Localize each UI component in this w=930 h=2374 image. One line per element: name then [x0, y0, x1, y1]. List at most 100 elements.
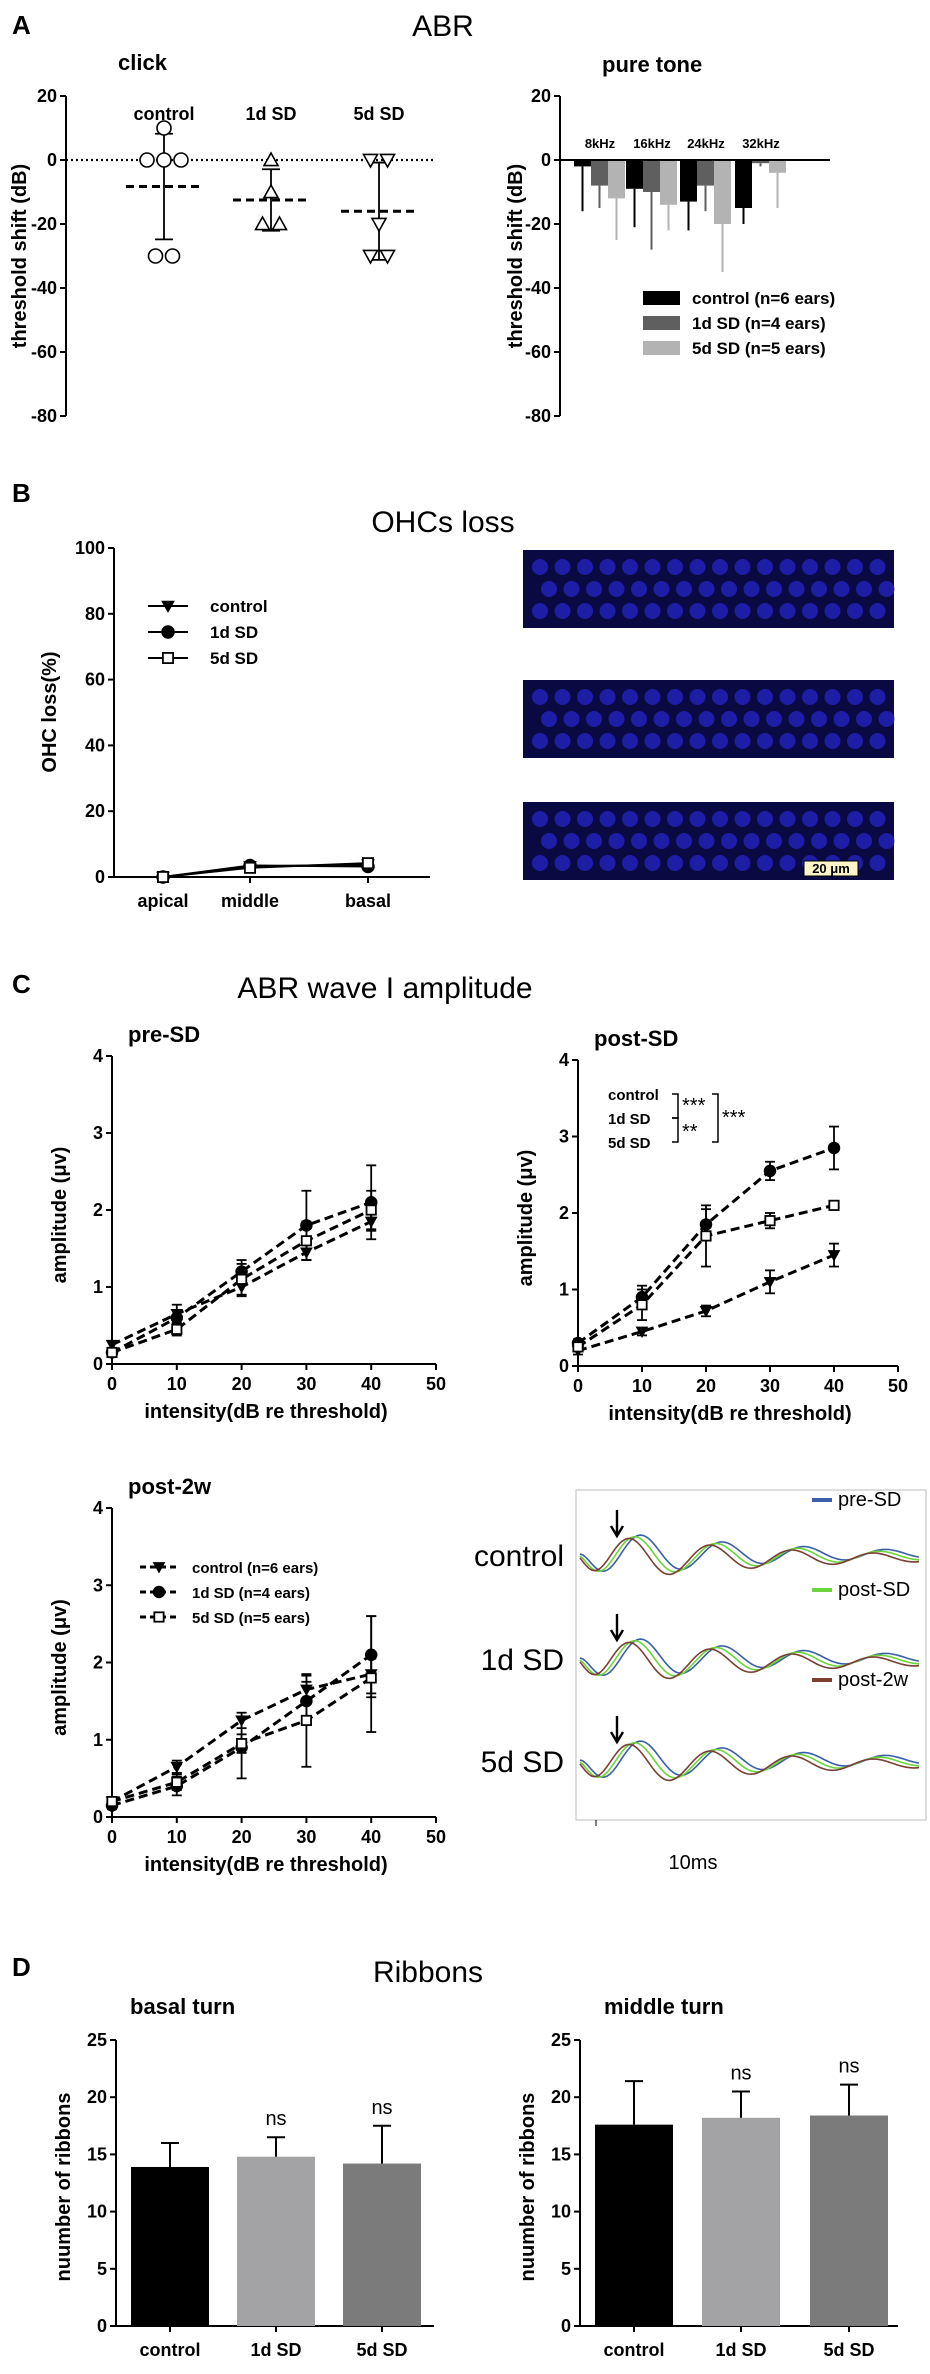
C-post-point: [636, 1299, 648, 1311]
nucleus: [667, 559, 683, 575]
nucleus: [757, 689, 773, 705]
puretone-bar: [574, 160, 591, 167]
C-pre-x-label: intensity(dB re threshold): [144, 1401, 387, 1423]
chart-ribbons-middle: 0 5 10 15 20 25 nuumber of ribbons middle turn c…: [517, 1994, 898, 2360]
click-point: [156, 120, 172, 136]
nucleus: [667, 689, 683, 705]
C-pre-point: [236, 1273, 248, 1285]
nucleus: [847, 811, 863, 827]
D-basal-title: basal turn: [130, 1994, 235, 2019]
nucleus: [631, 581, 647, 597]
nucleus: [788, 581, 805, 597]
trace-legend-label: post-2w: [838, 1669, 909, 1691]
nucleus: [779, 559, 796, 575]
puretone-y-tick-label: 20: [531, 86, 551, 106]
D-basal-y-tick-label: 10: [87, 2202, 107, 2222]
D-middle-bar: [810, 2115, 888, 2326]
scale-bar-label: 20 μm: [812, 861, 850, 876]
wave-i-arrow: [609, 1716, 625, 1745]
nucleus: [811, 711, 827, 727]
click-point: [362, 249, 379, 265]
C-post-x-tick-label: 10: [632, 1376, 652, 1396]
nucleus: [532, 603, 548, 619]
nucleus: [766, 833, 782, 849]
nucleus: [869, 811, 886, 827]
C-post-point: [828, 1199, 840, 1211]
D-middle-title: middle turn: [604, 1994, 724, 2019]
C-pre-series-line: [111, 1208, 372, 1354]
click-group-label: 5d SD: [353, 104, 404, 124]
abr-trace: [579, 1743, 920, 1782]
click-point: [370, 217, 388, 233]
ohc-point: [361, 857, 374, 870]
significance-mark: ***: [682, 1095, 706, 1117]
D-middle-ns-annotation: ns: [730, 2062, 751, 2084]
trace-row-label: 5d SD: [481, 1746, 564, 1779]
C-post-x-label: intensity(dB re threshold): [608, 1403, 851, 1425]
nucleus: [878, 711, 895, 727]
nucleus: [743, 833, 760, 849]
ohc-point: [243, 861, 256, 874]
trace-row-label: control: [474, 1540, 564, 1573]
nucleus: [622, 811, 638, 827]
nucleus: [766, 711, 782, 727]
C-post2w-x-tick-label: 20: [232, 1827, 252, 1847]
nucleus: [824, 559, 841, 575]
nucleus: [811, 833, 827, 849]
D-basal-bar: [343, 2163, 421, 2326]
nucleus: [653, 711, 670, 727]
nucleus: [824, 603, 841, 619]
nucleus: [712, 733, 728, 749]
nucleus: [734, 689, 751, 705]
C-post-x-tick-label: 30: [760, 1376, 780, 1396]
ohc-x-tick-label: middle: [221, 891, 279, 911]
nucleus: [833, 711, 850, 727]
C-pre-y-tick-label: 4: [93, 1046, 103, 1066]
panel-label-a: A: [12, 10, 31, 40]
click-point: [147, 248, 164, 264]
C-post-x-tick-label: 40: [824, 1376, 844, 1396]
chart-ribbons-basal: 0 5 10 15 20 25 nuumber of ribbons basal turn co…: [53, 1994, 434, 2360]
C-pre-point: [365, 1204, 377, 1216]
nucleus: [779, 811, 796, 827]
C-post2w-point: [171, 1776, 183, 1788]
D-basal-ns-annotation: ns: [265, 2108, 286, 2130]
nucleus: [599, 811, 616, 827]
nucleus: [847, 689, 863, 705]
click-point: [164, 248, 181, 264]
nucleus: [577, 603, 593, 619]
nucleus: [631, 711, 647, 727]
D-basal-y-tick-label: 25: [87, 2030, 107, 2050]
C-pre-point: [106, 1346, 118, 1359]
nucleus: [667, 603, 683, 619]
micrograph-strips: 20 μm: [523, 550, 895, 880]
nucleus: [653, 833, 670, 849]
nucleus: [802, 811, 818, 827]
post2w-legend-marker: [152, 1585, 166, 1599]
puretone-bar: [735, 160, 752, 208]
C-pre-point: [171, 1323, 183, 1335]
nucleus: [689, 733, 706, 749]
nucleus: [644, 811, 661, 827]
ohc-point: [156, 871, 169, 884]
puretone-bar: [608, 160, 625, 199]
nucleus: [833, 581, 850, 597]
C-pre-x-tick-label: 0: [107, 1374, 117, 1394]
C-post-y-tick-label: 3: [559, 1127, 569, 1147]
nucleus: [586, 711, 602, 727]
C-post2w-x-tick-label: 30: [296, 1827, 316, 1847]
nucleus: [757, 559, 773, 575]
significance-mark: ***: [722, 1107, 746, 1129]
nucleus: [554, 603, 571, 619]
puretone-bar: [591, 160, 608, 186]
nucleus: [586, 833, 602, 849]
puretone-bar: [752, 160, 769, 164]
puretone-category-label: 8kHz: [585, 136, 616, 151]
C-post2w-x-label: intensity(dB re threshold): [144, 1854, 387, 1876]
nucleus: [532, 811, 548, 827]
C-pre-x-tick-label: 50: [426, 1374, 446, 1394]
puretone-bar: [680, 160, 697, 202]
D-basal-bar: [131, 2166, 209, 2326]
